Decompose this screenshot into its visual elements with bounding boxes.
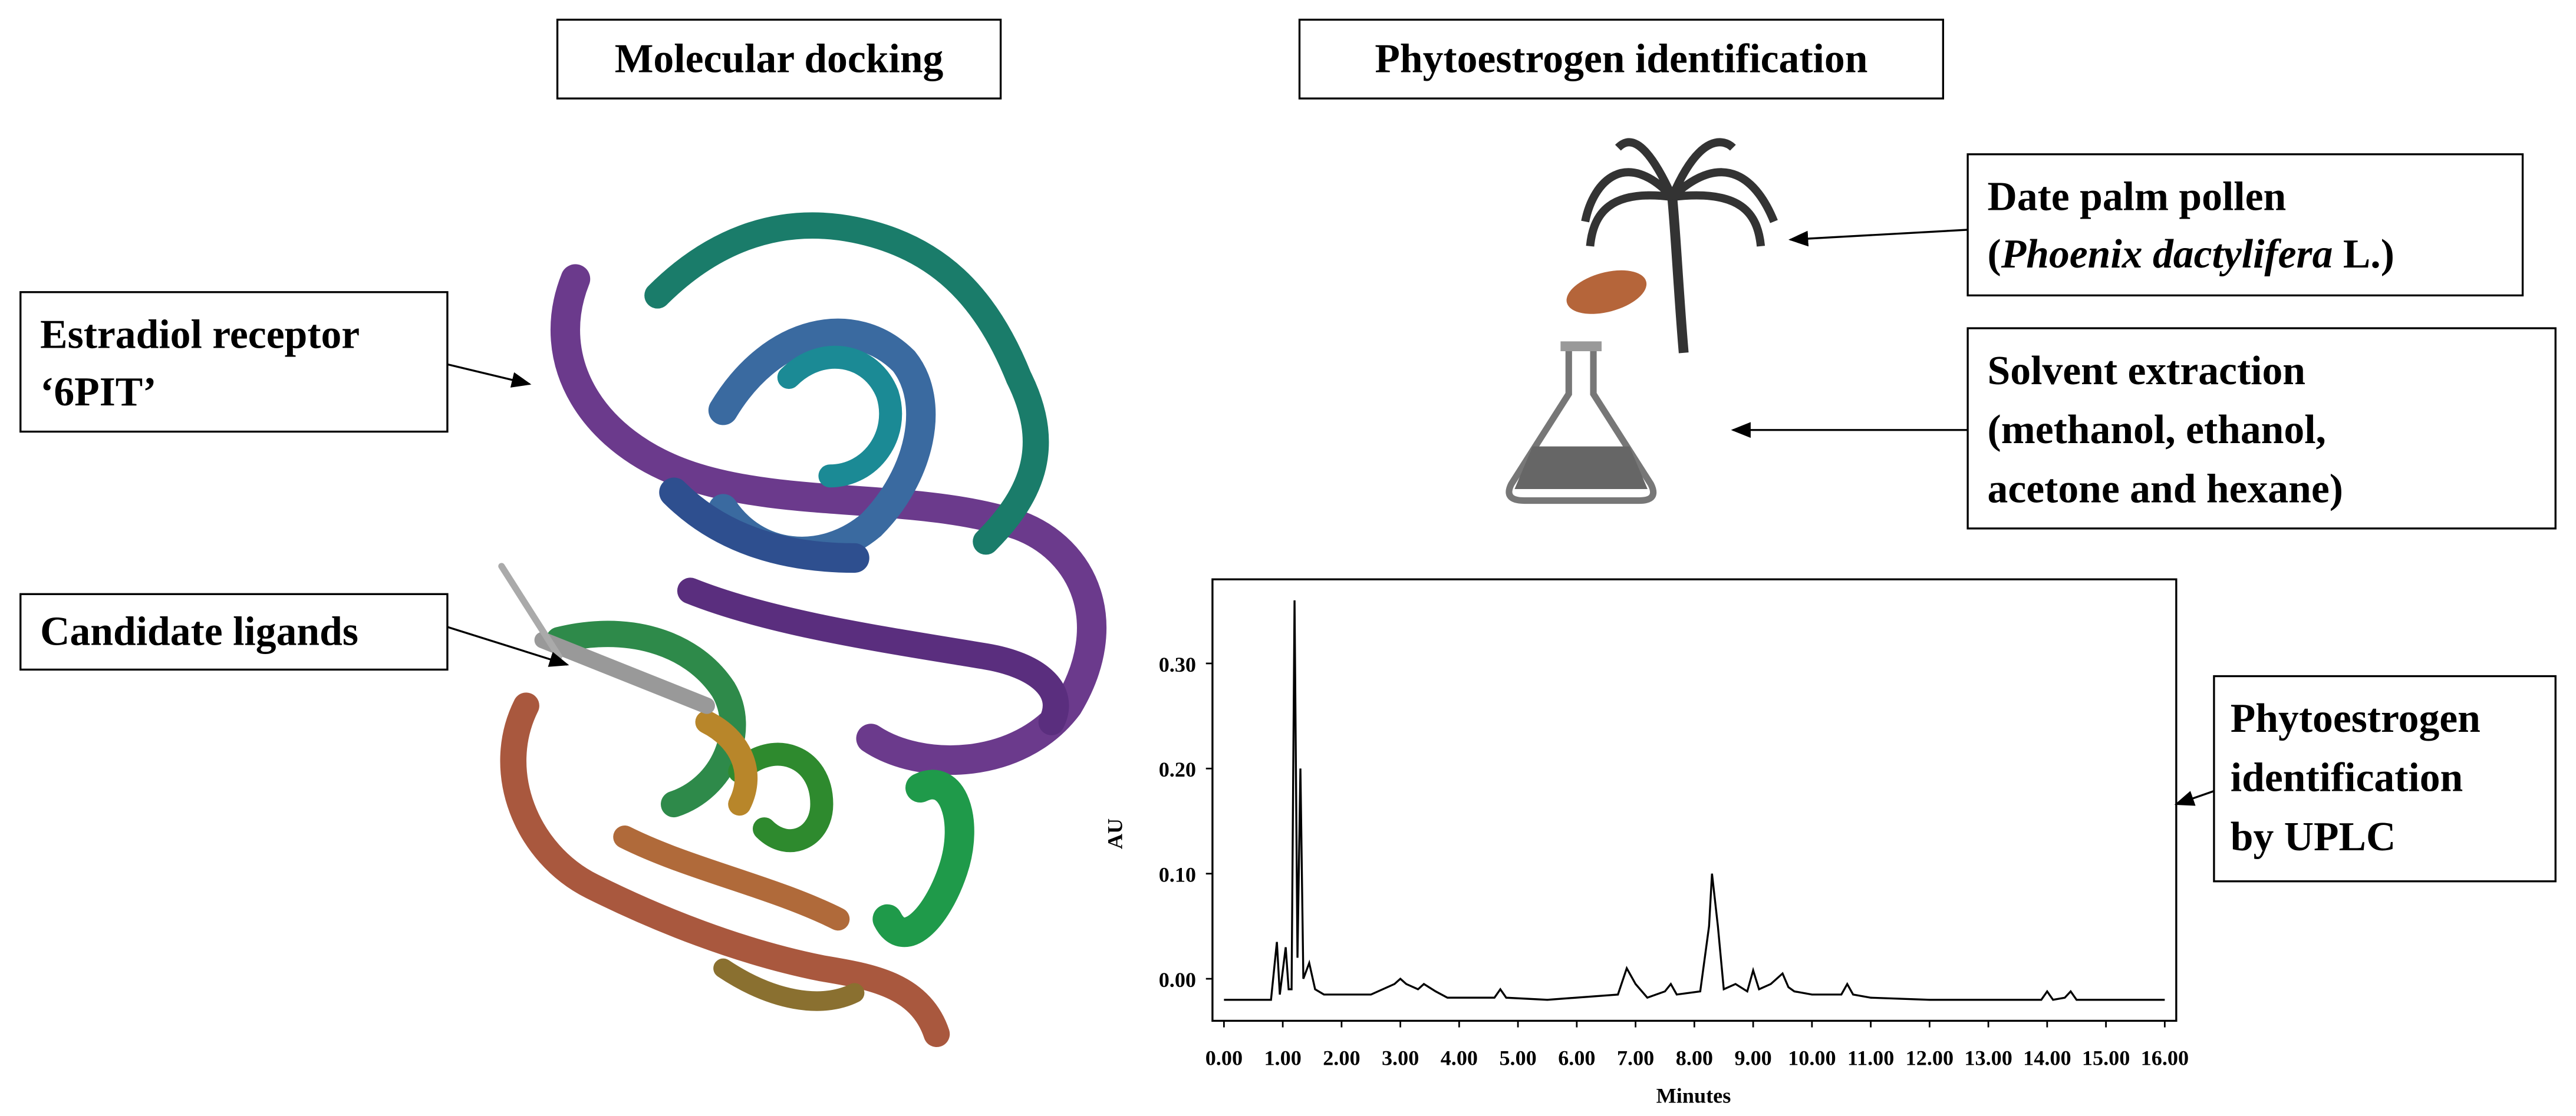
label: ‘6PIT’ [40, 369, 156, 415]
title-box [556, 18, 1002, 100]
y-tick-label: 0.10 [1159, 863, 1196, 887]
label-box [19, 291, 449, 433]
x-tick-label: 0.00 [1205, 1046, 1243, 1070]
x-tick-label: 1.00 [1264, 1046, 1301, 1070]
arrow [1788, 229, 1968, 247]
arrow [2174, 790, 2215, 806]
label: Candidate ligands [40, 609, 358, 655]
label-box [1966, 327, 2557, 530]
title-box [1298, 18, 1945, 100]
x-tick-label: 2.00 [1323, 1046, 1360, 1070]
x-tick-label: 13.00 [1964, 1046, 2012, 1070]
x-tick-label: 14.00 [2023, 1046, 2071, 1070]
x-tick-label: 15.00 [2082, 1046, 2130, 1070]
palm-illustration [1566, 138, 1778, 354]
y-axis-label: AU [1103, 818, 1127, 849]
label-part: ( [1988, 232, 2001, 277]
x-tick-label: 12.00 [1906, 1046, 1954, 1070]
x-axis-label: Minutes [1656, 1084, 1731, 1108]
y-tick-label: 0.30 [1159, 653, 1196, 676]
label: acetone and hexane) [1988, 466, 2343, 511]
x-tick-label: 10.00 [1788, 1046, 1836, 1070]
protein-structure [498, 212, 1107, 1048]
x-tick-label: 3.00 [1382, 1046, 1419, 1070]
x-tick-label: 9.00 [1734, 1046, 1771, 1070]
label: Phytoestrogen [2231, 696, 2481, 741]
arrow [447, 626, 569, 667]
y-tick-label: 0.20 [1159, 758, 1196, 781]
label: Estradiol receptor [40, 312, 360, 357]
label-box [19, 593, 449, 671]
species-name: Phoenix dactylifera [2001, 232, 2333, 277]
label-box [2213, 675, 2557, 883]
x-tick-label: 5.00 [1499, 1046, 1536, 1070]
flask-illustration [1506, 341, 1657, 504]
label: Solvent extraction [1988, 348, 2306, 394]
section-title: Molecular docking [615, 37, 944, 82]
x-tick-label: 6.00 [1558, 1046, 1595, 1070]
x-tick-label: 4.00 [1441, 1046, 1478, 1070]
x-tick-label: 8.00 [1676, 1046, 1713, 1070]
label: by UPLC [2231, 814, 2396, 860]
label: identification [2231, 755, 2463, 801]
plot-frame [1211, 578, 2178, 1022]
x-tick-label: 7.00 [1617, 1046, 1654, 1070]
arrow [447, 363, 532, 388]
label-box [1966, 153, 2524, 297]
label: (Phoenix dactylifera L.) [1988, 232, 2394, 277]
label-part: L.) [2333, 232, 2394, 277]
x-tick-label: 16.00 [2141, 1046, 2189, 1070]
section-title: Phytoestrogen identification [1375, 37, 1867, 82]
label: Date palm pollen [1988, 174, 2287, 220]
x-tick-label: 11.00 [1847, 1046, 1894, 1070]
chromatogram-line [1224, 600, 2165, 1001]
label: (methanol, ethanol, [1988, 407, 2326, 453]
y-tick-label: 0.00 [1159, 968, 1196, 992]
